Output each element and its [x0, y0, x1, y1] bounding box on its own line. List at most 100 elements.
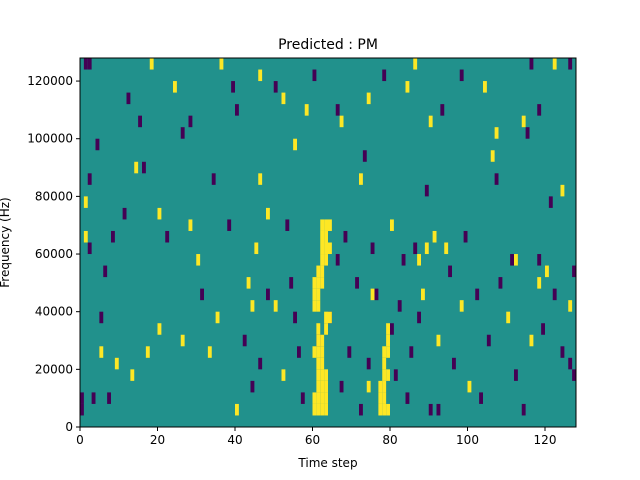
heatmap-cell-high: [436, 334, 441, 347]
heatmap-cell-high: [114, 357, 119, 370]
y-tick-label: 40000: [35, 305, 73, 319]
heatmap-cell-high: [254, 242, 259, 255]
heatmap-cell-high: [316, 357, 321, 370]
heatmap-cell-low: [285, 219, 290, 231]
heatmap-cell-high: [568, 300, 573, 312]
heatmap-cell-high: [324, 323, 328, 335]
heatmap-cell-high: [378, 403, 383, 416]
heatmap-cell-high: [413, 58, 418, 70]
heatmap-cell-high: [421, 288, 425, 301]
heatmap-cell-low: [227, 219, 232, 231]
heatmap-cell-low: [335, 254, 340, 266]
heatmap-cell-high: [324, 230, 328, 243]
heatmap-cell-high: [386, 323, 390, 335]
x-tick-label: 100: [456, 433, 479, 447]
heatmap-cell-high: [320, 403, 325, 416]
heatmap-cell-high: [552, 58, 557, 70]
heatmap-cell-low: [405, 392, 410, 404]
heatmap-cell-high: [312, 392, 317, 404]
heatmap-cell-high: [312, 277, 317, 289]
heatmap-cell-high: [382, 346, 387, 358]
heatmap-cell-low: [339, 380, 344, 393]
heatmap-cell-low: [126, 92, 131, 105]
heatmap-cell-low: [343, 230, 348, 243]
heatmap-cell-low: [560, 346, 565, 358]
heatmap-cell-high: [390, 219, 394, 231]
chart-title: Predicted : PM: [278, 37, 378, 53]
heatmap-cell-low: [448, 265, 452, 278]
heatmap-cell-high: [99, 346, 104, 358]
heatmap-cell-low: [424, 184, 429, 197]
heatmap-cell-high: [219, 58, 224, 70]
heatmap-cell-low: [142, 161, 146, 174]
heatmap-cell-high: [320, 277, 325, 289]
heatmap-cell-high: [320, 219, 325, 231]
heatmap-cell-high: [130, 369, 135, 381]
heatmap-cell-low: [87, 58, 92, 70]
heatmap-cell-high: [316, 392, 321, 404]
heatmap-cell-high: [428, 115, 433, 128]
heatmap-cell-high: [324, 403, 328, 416]
heatmap-cell-high: [324, 380, 328, 393]
heatmap-cell-low: [211, 173, 216, 185]
heatmap-cell-high: [83, 230, 88, 243]
x-tick-label: 20: [150, 433, 165, 447]
heatmap-cell-low: [242, 334, 247, 347]
x-tick-label: 60: [305, 433, 320, 447]
heatmap-cell-high: [444, 242, 449, 255]
heatmap-cell-high: [196, 254, 201, 266]
heatmap-cell-low: [231, 81, 235, 93]
heatmap-cell-low: [370, 242, 375, 255]
heatmap-cell-high: [545, 265, 549, 278]
heatmap-cell-low: [95, 138, 100, 151]
heatmap-cell-low: [568, 357, 573, 370]
y-tick-label: 80000: [35, 189, 73, 203]
heatmap-cell-high: [514, 254, 518, 266]
heatmap-cell-low: [362, 150, 367, 162]
heatmap-cell-low: [537, 104, 542, 116]
heatmap-cell-low: [428, 403, 433, 416]
heatmap-cell-high: [316, 380, 321, 393]
heatmap-cell-low: [165, 230, 170, 243]
heatmap-cell-high: [339, 115, 344, 128]
y-axis-ticks: 0 20000 40000 60000 80000 100000 120000: [27, 74, 80, 434]
heatmap-cell-high: [312, 288, 317, 301]
heatmap-cell-high: [281, 369, 286, 381]
heatmap-cell-high: [378, 392, 383, 404]
heatmap-cell-high: [382, 357, 387, 370]
heatmap-cell-high: [483, 81, 487, 93]
heatmap-cell-low: [374, 288, 379, 301]
heatmap-cell-high: [359, 173, 363, 185]
heatmap-cell-high: [324, 254, 328, 266]
heatmap-cell-low: [452, 357, 456, 370]
heatmap-cell-low: [250, 380, 255, 393]
heatmap-cell-high: [215, 311, 220, 324]
heatmap-cell-high: [312, 300, 317, 312]
heatmap-cell-high: [312, 346, 317, 358]
heatmap-cell-high: [320, 380, 325, 393]
heatmap-cell-high: [382, 369, 387, 381]
heatmap-cell-high: [382, 392, 387, 404]
heatmap-cell-low: [401, 254, 406, 266]
heatmap-cell-low: [87, 242, 92, 255]
heatmap-cell-high: [320, 357, 325, 370]
heatmap-cell-high: [134, 161, 139, 174]
heatmap-cell-low: [494, 173, 499, 185]
heatmap-cell-low: [266, 288, 270, 301]
heatmap-cell-low: [99, 311, 104, 324]
heatmap-cell-high: [320, 265, 325, 278]
heatmap-cell-high: [250, 300, 255, 312]
heatmap-cell-high: [521, 115, 526, 128]
heatmap-cell-low: [366, 357, 371, 370]
heatmap-cell-high: [432, 230, 437, 243]
heatmap-cell-high: [180, 334, 185, 347]
heatmap-cell-high: [304, 104, 309, 116]
heatmap-cell-high: [537, 277, 542, 289]
x-tick-label: 0: [76, 433, 84, 447]
heatmap-cell-low: [355, 277, 359, 289]
heatmap-cell-low: [91, 392, 96, 404]
heatmap-cell-high: [157, 207, 162, 220]
heatmap-cell-high: [366, 380, 371, 393]
heatmap-cell-low: [479, 392, 483, 404]
heatmap-cell-high: [316, 323, 321, 335]
